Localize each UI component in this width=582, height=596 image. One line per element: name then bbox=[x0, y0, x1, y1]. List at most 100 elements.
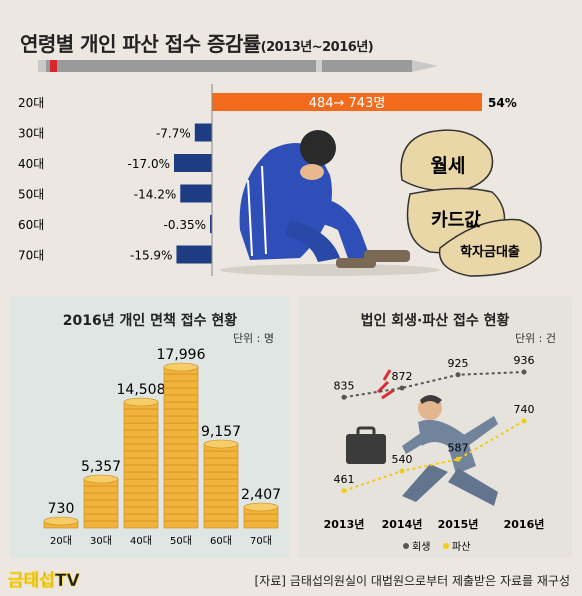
coin bbox=[123, 499, 159, 508]
data-label: 872 bbox=[392, 370, 413, 383]
bar bbox=[210, 215, 212, 233]
data-label: 461 bbox=[334, 473, 355, 486]
coin bbox=[163, 478, 199, 487]
bar bbox=[180, 184, 212, 203]
running-businessman-illustration bbox=[346, 369, 498, 506]
coin bbox=[123, 513, 159, 522]
coin bbox=[83, 485, 119, 494]
age-change-chart: 20대 484→ 743명 54% 30대 -7.7% 40대 -17.0% 50대 -14.2… bbox=[18, 84, 542, 277]
legend-marker bbox=[403, 543, 409, 549]
data-point bbox=[455, 456, 461, 462]
coin bbox=[123, 408, 159, 417]
legend-marker bbox=[443, 543, 449, 549]
coin-top bbox=[43, 516, 79, 526]
corporate-unit: 단위 : 건 bbox=[514, 332, 556, 345]
coin bbox=[163, 457, 199, 466]
value-label: -0.35% bbox=[164, 218, 206, 232]
data-point bbox=[521, 369, 527, 375]
svg-text:금태섭TV: 금태섭TV bbox=[8, 571, 81, 591]
category-label: 70대 bbox=[18, 249, 44, 263]
coin bbox=[163, 401, 199, 410]
value-label: 5,357 bbox=[81, 459, 121, 475]
coin bbox=[123, 443, 159, 452]
legend-label: 파산 bbox=[452, 541, 470, 553]
coin bbox=[243, 520, 279, 529]
coin bbox=[203, 464, 239, 473]
coin bbox=[123, 478, 159, 487]
series-line bbox=[343, 420, 525, 492]
page-title: 연령별 개인 파산 접수 증감률(2013년~2016년) bbox=[20, 32, 374, 56]
coin bbox=[83, 513, 119, 522]
coin bbox=[203, 450, 239, 459]
corporate-title: 법인 회생·파산 접수 현황 bbox=[360, 313, 510, 329]
coin bbox=[163, 387, 199, 396]
coin bbox=[163, 492, 199, 501]
data-label: 936 bbox=[514, 354, 535, 367]
category-label: 40대 bbox=[18, 157, 44, 171]
corporate-panel: 법인 회생·파산 접수 현황 단위 : 건 835 872 925 936 461 540… bbox=[298, 296, 572, 558]
value-label: 17,996 bbox=[157, 347, 206, 363]
x-tick-label: 2015년 bbox=[438, 517, 479, 531]
discharge-panel: 2016년 개인 면책 접수 현황 단위 : 명 730 20대 5,357 30대 1… bbox=[10, 296, 290, 558]
page-subtitle: (2013년~2016년) bbox=[260, 40, 374, 55]
value-label: 54% bbox=[488, 96, 517, 110]
category-label: 60대 bbox=[18, 218, 44, 232]
data-label: 540 bbox=[392, 453, 413, 466]
coin bbox=[203, 457, 239, 466]
coin-top bbox=[163, 362, 199, 372]
coin-top bbox=[83, 474, 119, 484]
coin bbox=[123, 436, 159, 445]
value-label: -7.7% bbox=[156, 127, 191, 141]
coin bbox=[123, 464, 159, 473]
data-label: 587 bbox=[448, 441, 469, 454]
data-point bbox=[341, 394, 347, 400]
sitting-man-illustration bbox=[220, 130, 440, 276]
category-label: 20대 bbox=[18, 96, 44, 110]
value-label: -15.9% bbox=[130, 249, 172, 263]
coin bbox=[203, 471, 239, 480]
category-label: 40대 bbox=[130, 535, 152, 547]
coin bbox=[163, 415, 199, 424]
coin bbox=[163, 471, 199, 480]
value-label: 730 bbox=[48, 501, 75, 517]
data-point bbox=[399, 468, 405, 474]
bag-label: 학자금대출 bbox=[460, 244, 520, 260]
coin bbox=[123, 506, 159, 515]
data-label: 740 bbox=[514, 403, 535, 416]
category-label: 50대 bbox=[170, 535, 192, 547]
category-label: 70대 bbox=[250, 535, 272, 547]
discharge-unit: 단위 : 명 bbox=[232, 332, 274, 345]
coin bbox=[243, 513, 279, 522]
coin bbox=[163, 464, 199, 473]
category-label: 30대 bbox=[90, 535, 112, 547]
x-tick-label: 2013년 bbox=[324, 517, 365, 531]
source-note: [자료] 금태섭의원실이 대법원으로부터 제출받은 자료를 재구성 bbox=[254, 574, 570, 588]
coin bbox=[83, 506, 119, 515]
coin bbox=[123, 429, 159, 438]
coin bbox=[83, 492, 119, 501]
bar bbox=[176, 245, 212, 264]
coin-stack bbox=[83, 474, 119, 529]
coin bbox=[163, 380, 199, 389]
coin-stack bbox=[43, 516, 79, 529]
coin bbox=[203, 520, 239, 529]
coin-stack bbox=[243, 502, 279, 529]
coin bbox=[163, 422, 199, 431]
coin bbox=[203, 506, 239, 515]
value-label: 2,407 bbox=[241, 487, 281, 503]
coin bbox=[163, 506, 199, 515]
coin bbox=[203, 492, 239, 501]
pencil-divider bbox=[38, 60, 438, 72]
bar bbox=[194, 123, 212, 142]
coin bbox=[163, 373, 199, 382]
x-tick-label: 2014년 bbox=[382, 517, 423, 531]
coin bbox=[203, 513, 239, 522]
coin bbox=[163, 485, 199, 494]
coin bbox=[203, 499, 239, 508]
data-point bbox=[455, 372, 461, 378]
category-label: 20대 bbox=[50, 535, 72, 547]
coin bbox=[203, 478, 239, 487]
coin bbox=[163, 436, 199, 445]
data-point bbox=[521, 418, 527, 424]
bag-label: 카드값 bbox=[431, 210, 481, 231]
